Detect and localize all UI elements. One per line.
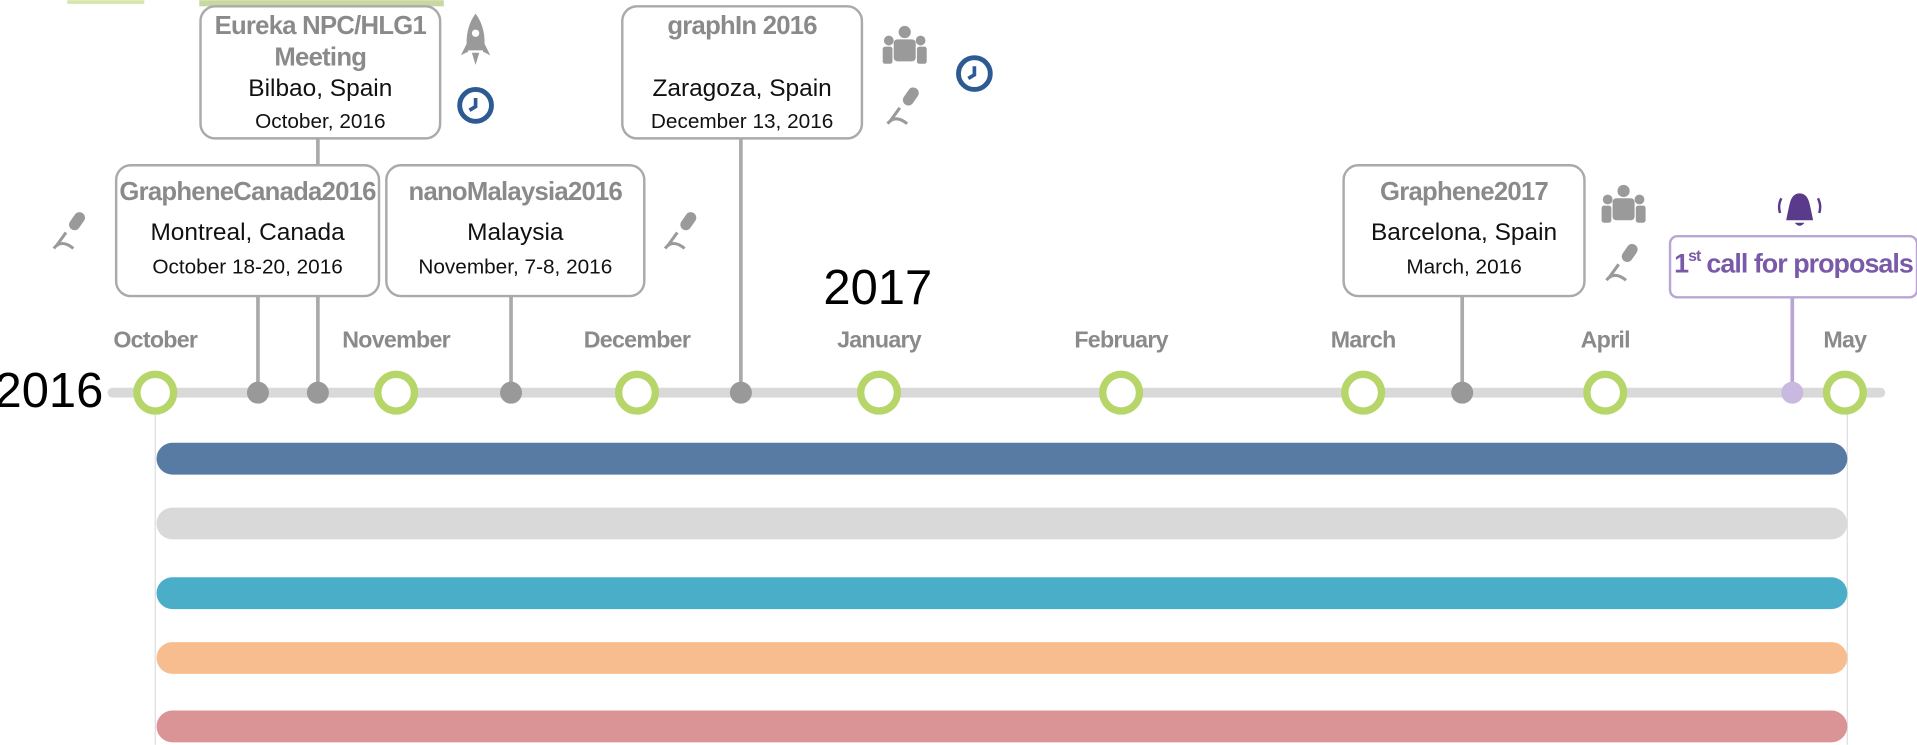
bar bbox=[156, 442, 1848, 475]
icon-part bbox=[882, 46, 893, 64]
event-box bbox=[385, 164, 646, 298]
event-location: Barcelona, Spain bbox=[1371, 219, 1557, 246]
icon-part bbox=[893, 39, 916, 62]
month-marker bbox=[133, 370, 178, 415]
event-title: GrapheneCanada2016 bbox=[119, 178, 376, 206]
event-date: October 18-20, 2016 bbox=[152, 255, 342, 278]
team-icon bbox=[1601, 184, 1646, 223]
month-marker bbox=[374, 370, 419, 415]
icons bbox=[52, 87, 1638, 282]
bell-icon bbox=[1777, 193, 1822, 226]
event-dot bbox=[246, 381, 269, 404]
event-date: March, 2016 bbox=[1406, 255, 1521, 278]
icon-part bbox=[1634, 194, 1645, 205]
call-number: 1 bbox=[1674, 249, 1689, 279]
event-title: Eureka NPC/HLG1 bbox=[215, 12, 427, 40]
event-date: December 13, 2016 bbox=[651, 110, 833, 133]
bar bbox=[156, 710, 1848, 743]
month-label: April bbox=[1581, 326, 1630, 352]
event-box bbox=[1342, 164, 1586, 298]
call-box bbox=[1668, 234, 1917, 299]
top-strip bbox=[67, 0, 145, 4]
event-location: Bilbao, Spain bbox=[248, 75, 392, 102]
month-label: March bbox=[1331, 326, 1396, 352]
event-box bbox=[114, 164, 381, 298]
team-icon bbox=[882, 25, 927, 64]
month-label: December bbox=[584, 326, 691, 352]
clock-icon bbox=[457, 87, 494, 124]
icon-part bbox=[471, 29, 480, 37]
month-label: February bbox=[1074, 326, 1168, 352]
month-label: January bbox=[837, 326, 922, 352]
top-strip bbox=[199, 0, 444, 7]
month-marker bbox=[1099, 370, 1144, 415]
event-box bbox=[621, 5, 864, 140]
event-dot bbox=[500, 381, 523, 404]
icon-part bbox=[1635, 205, 1646, 223]
month-marker bbox=[1341, 370, 1386, 415]
icon-part bbox=[956, 55, 993, 92]
icon-part bbox=[1601, 205, 1612, 223]
clock-icon bbox=[956, 55, 993, 92]
month-marker bbox=[1583, 370, 1628, 415]
call-suffix: st bbox=[1688, 248, 1702, 265]
icon-part bbox=[916, 46, 927, 64]
bar bbox=[156, 507, 1848, 540]
icon-part bbox=[915, 35, 926, 46]
month-label: October bbox=[113, 326, 198, 352]
month-marker bbox=[1822, 370, 1867, 415]
bars bbox=[156, 442, 1848, 743]
event-location: Zaragoza, Spain bbox=[652, 75, 831, 102]
bar bbox=[156, 642, 1848, 674]
event-date: November, 7-8, 2016 bbox=[418, 255, 612, 278]
icon-part bbox=[1617, 184, 1630, 198]
event-dot bbox=[306, 381, 329, 404]
month-marker bbox=[614, 370, 659, 415]
event-dot bbox=[1451, 381, 1474, 404]
event-box bbox=[199, 5, 442, 140]
mic-icon bbox=[52, 212, 85, 250]
icon-part bbox=[883, 35, 894, 46]
event-dot bbox=[729, 381, 752, 404]
mic-icon bbox=[663, 212, 697, 250]
mic-icon bbox=[886, 87, 919, 125]
event-title: graphIn 2016 bbox=[667, 12, 817, 40]
bar bbox=[156, 577, 1848, 610]
rocket-icon bbox=[460, 13, 491, 66]
month-label: May bbox=[1823, 326, 1867, 352]
icon-part bbox=[1612, 198, 1635, 221]
event-title: Meeting bbox=[274, 44, 366, 72]
icon-part bbox=[457, 87, 494, 124]
event-date: October, 2016 bbox=[255, 110, 385, 133]
call-text: call for proposals bbox=[1706, 249, 1912, 279]
event-title: nanoMalaysia2016 bbox=[409, 178, 623, 206]
year-label: 2017 bbox=[823, 261, 932, 315]
year-label: 2016 bbox=[0, 364, 103, 418]
event-location: Malaysia bbox=[467, 219, 564, 246]
mic-icon bbox=[1605, 243, 1638, 282]
call-label: 1st call for proposals bbox=[1674, 248, 1913, 278]
icon-part bbox=[1777, 197, 1822, 214]
icon-part bbox=[898, 25, 911, 39]
icon-part bbox=[967, 66, 977, 81]
month-label: November bbox=[342, 326, 450, 352]
icon-part bbox=[468, 98, 478, 112]
icon-part bbox=[1602, 194, 1613, 205]
call-dot bbox=[1781, 381, 1804, 404]
event-location: Montreal, Canada bbox=[150, 219, 345, 246]
event-title: Graphene2017 bbox=[1380, 178, 1549, 206]
icon-part bbox=[460, 43, 491, 66]
month-marker bbox=[857, 370, 902, 415]
icon-part bbox=[1786, 193, 1814, 226]
